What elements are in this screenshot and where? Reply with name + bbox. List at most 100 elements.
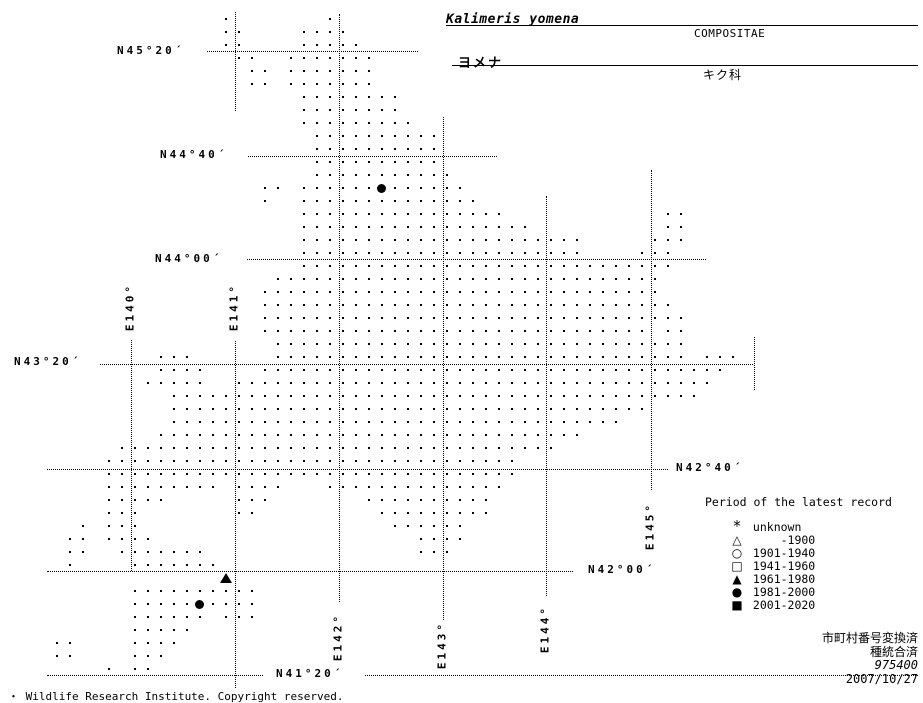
grid-dot: [289, 83, 292, 85]
grid-dot: [679, 395, 682, 397]
grid-dot: [601, 317, 604, 319]
legend-title: Period of the latest record: [705, 495, 892, 509]
grid-dot: [406, 434, 409, 436]
grid-dot: [250, 486, 253, 488]
grid-dot: [133, 642, 136, 644]
grid-dot: [484, 213, 487, 215]
grid-dot: [549, 278, 552, 280]
grid-dot: [575, 239, 578, 241]
grid-dot: [328, 304, 331, 306]
grid-dot: [458, 473, 461, 475]
longitude-line: [650, 170, 652, 490]
grid-dot: [419, 200, 422, 202]
grid-dot: [393, 447, 396, 449]
grid-dot: [640, 395, 643, 397]
grid-dot: [133, 538, 136, 540]
grid-dot: [445, 525, 448, 527]
grid-dot: [341, 447, 344, 449]
grid-dot: [341, 239, 344, 241]
grid-dot: [601, 265, 604, 267]
grid-dot: [406, 122, 409, 124]
grid-dot: [484, 382, 487, 384]
grid-dot: [614, 304, 617, 306]
grid-dot: [432, 148, 435, 150]
grid-dot: [484, 291, 487, 293]
grid-dot: [679, 382, 682, 384]
grid-dot: [302, 304, 305, 306]
grid-dot: [588, 278, 591, 280]
grid-dot: [354, 187, 357, 189]
grid-dot: [237, 31, 240, 33]
grid-dot: [211, 408, 214, 410]
grid-dot: [393, 356, 396, 358]
grid-dot: [315, 395, 318, 397]
grid-dot: [510, 304, 513, 306]
grid-dot: [198, 473, 201, 475]
grid-dot: [146, 616, 149, 618]
grid-dot: [432, 226, 435, 228]
grid-dot: [380, 473, 383, 475]
grid-dot: [471, 252, 474, 254]
grid-dot: [380, 434, 383, 436]
grid-dot: [237, 486, 240, 488]
grid-dot: [406, 473, 409, 475]
grid-dot: [198, 616, 201, 618]
grid-dot: [393, 343, 396, 345]
grid-dot: [588, 382, 591, 384]
grid-dot: [419, 187, 422, 189]
grid-dot: [354, 70, 357, 72]
grid-dot: [432, 161, 435, 163]
grid-dot: [172, 564, 175, 566]
grid-dot: [497, 421, 500, 423]
grid-dot: [653, 304, 656, 306]
grid-dot: [510, 369, 513, 371]
grid-dot: [497, 434, 500, 436]
grid-dot: [211, 473, 214, 475]
grid-dot: [601, 382, 604, 384]
grid-dot: [406, 460, 409, 462]
grid-dot: [419, 174, 422, 176]
grid-dot: [302, 434, 305, 436]
grid-dot: [328, 44, 331, 46]
grid-dot: [380, 265, 383, 267]
grid-dot: [458, 187, 461, 189]
grid-dot: [172, 590, 175, 592]
grid-dot: [146, 460, 149, 462]
grid-dot: [341, 226, 344, 228]
grid-dot: [341, 252, 344, 254]
grid-dot: [588, 421, 591, 423]
grid-dot: [211, 486, 214, 488]
latitude-label: N42°40´: [676, 461, 744, 474]
grid-dot: [315, 304, 318, 306]
grid-dot: [653, 252, 656, 254]
grid-dot: [406, 512, 409, 514]
grid-dot: [497, 291, 500, 293]
grid-dot: [380, 460, 383, 462]
grid-dot: [601, 330, 604, 332]
grid-dot: [549, 291, 552, 293]
grid-dot: [367, 265, 370, 267]
grid-dot: [211, 564, 214, 566]
grid-dot: [536, 356, 539, 358]
grid-dot: [107, 538, 110, 540]
grid-dot: [497, 486, 500, 488]
grid-dot: [575, 330, 578, 332]
grid-dot: [354, 369, 357, 371]
grid-dot: [471, 356, 474, 358]
grid-dot: [731, 356, 734, 358]
grid-dot: [627, 330, 630, 332]
grid-dot: [458, 239, 461, 241]
grid-dot: [367, 213, 370, 215]
grid-dot: [471, 395, 474, 397]
grid-dot: [497, 330, 500, 332]
grid-dot: [627, 265, 630, 267]
grid-dot: [328, 187, 331, 189]
grid-dot: [315, 83, 318, 85]
grid-dot: [133, 629, 136, 631]
grid-dot: [536, 369, 539, 371]
grid-dot: [380, 408, 383, 410]
grid-dot: [458, 434, 461, 436]
grid-dot: [666, 213, 669, 215]
grid-dot: [445, 512, 448, 514]
grid-dot: [562, 278, 565, 280]
